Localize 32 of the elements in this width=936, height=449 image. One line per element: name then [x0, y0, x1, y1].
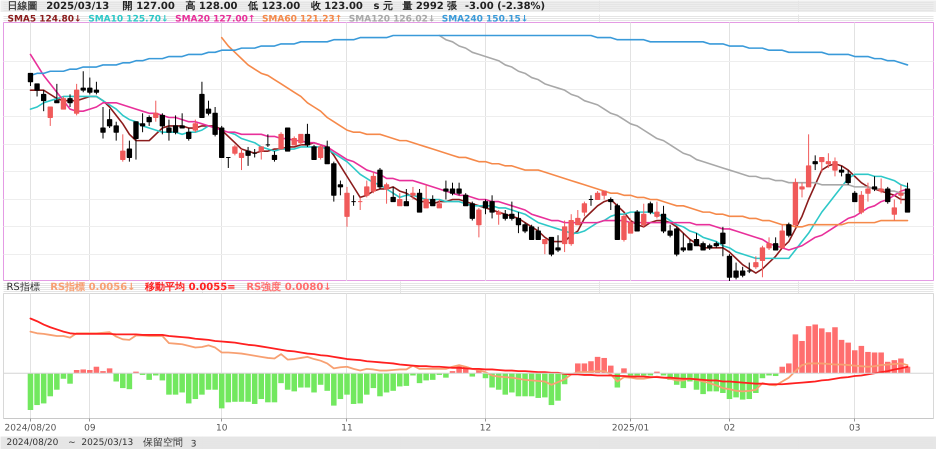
text: 開 127.00 — [122, 0, 175, 12]
text: 2025/03/13 — [46, 1, 110, 12]
text: SMA60 121.23↑ — [262, 14, 342, 24]
text: 2025/03/13 — [81, 438, 134, 448]
text: s 元 — [374, 0, 393, 12]
text: SMA5 124.80↓ — [7, 14, 82, 24]
series-label: SMA120 126.02↓ — [348, 14, 436, 24]
text: 高 128.00 — [185, 0, 238, 12]
x-tick-label: 2024/08/20 — [4, 424, 57, 434]
chart-title: 日線圖 — [7, 0, 38, 12]
text: RS指標 0.0056↓ — [50, 281, 136, 293]
text: 2024/08/20 — [6, 438, 59, 448]
x-tick-label: 11 — [341, 424, 353, 434]
x-tick-label: 02 — [724, 424, 736, 434]
series-label: SMA240 150.15↓ — [442, 14, 528, 24]
text: 3 — [190, 440, 196, 449]
text: ~ — [68, 438, 76, 448]
text: -3.00 (-2.38%) — [464, 1, 546, 12]
x-tick-label: 2025/01 — [612, 424, 650, 434]
text: 量 2992 張 — [401, 0, 458, 12]
x-tick-label: 10 — [216, 424, 228, 434]
text: RS強度 0.0080↓ — [246, 281, 332, 293]
text: 收 123.00 — [310, 0, 363, 12]
text: SMA10 125.70↓ — [88, 14, 169, 24]
text: 低 123.00 — [247, 0, 300, 12]
text: 保留空間 — [143, 436, 183, 448]
text: 移動平均 0.0055= — [144, 281, 236, 293]
x-tick-label: 09 — [84, 424, 96, 434]
x-tick-label: 12 — [480, 424, 492, 434]
chart-title: RS指標 — [6, 281, 40, 293]
text: SMA20 127.00↑ — [175, 14, 256, 24]
x-tick-label: 03 — [849, 424, 860, 434]
